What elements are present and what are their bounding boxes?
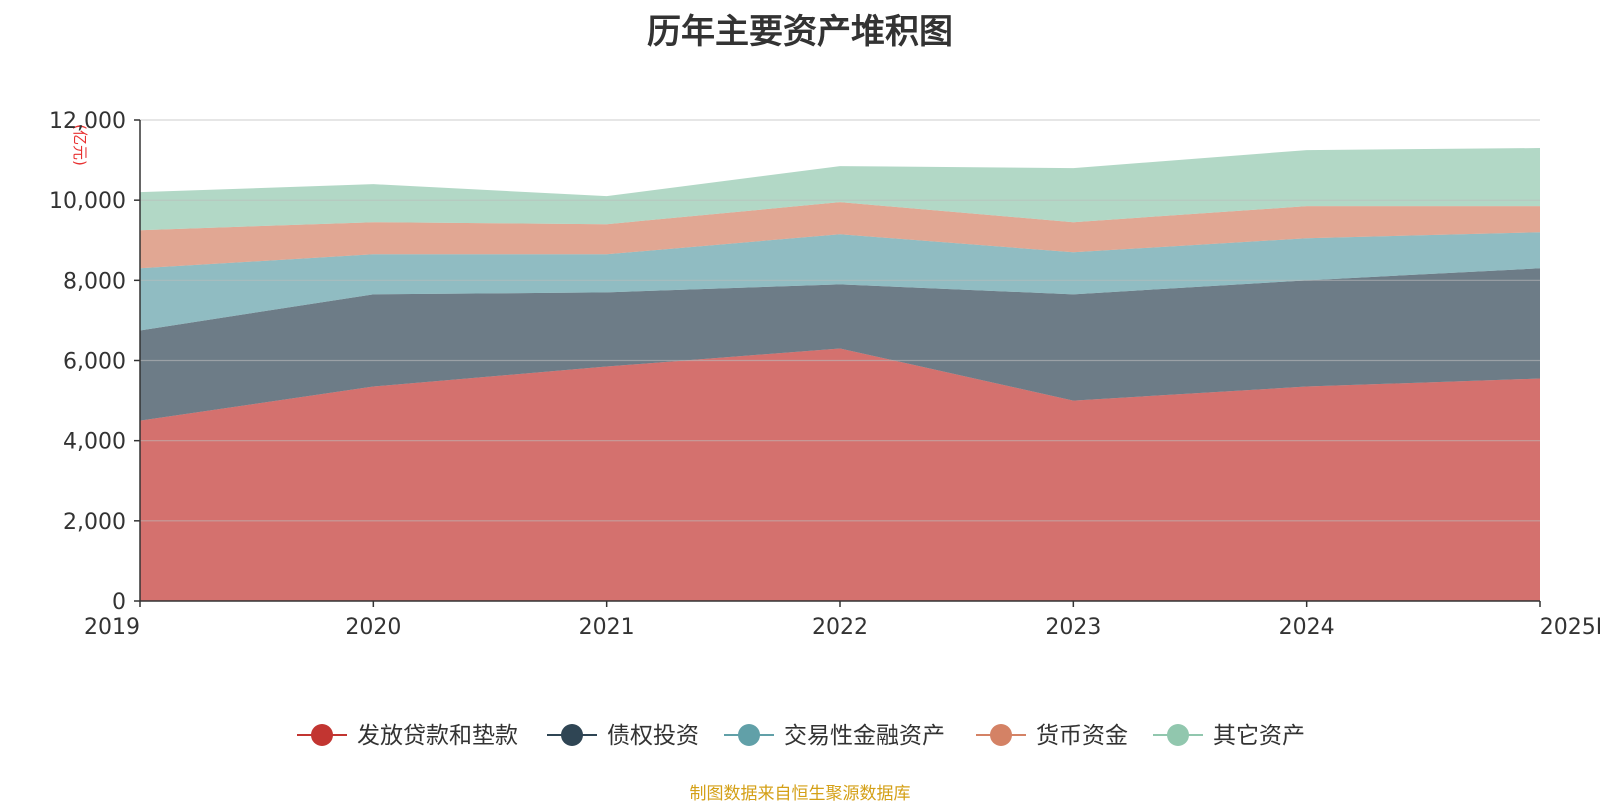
legend-marker <box>561 724 583 746</box>
legend-item[interactable]: 交易性金融资产 <box>724 723 945 749</box>
axes: 0 2,000 4,000 6,000 8,000 10,000 12,000 2019 202… <box>49 109 1600 640</box>
legend-label: 货币资金 <box>1036 723 1128 749</box>
x-tick-label: 2025H1 <box>1540 615 1600 640</box>
area-series-1 <box>140 348 1540 601</box>
legend-label: 债权投资 <box>607 723 699 749</box>
legend-item[interactable]: 货币资金 <box>976 723 1128 749</box>
legend-marker <box>311 724 333 746</box>
legend-item[interactable]: 其它资产 <box>1153 723 1305 749</box>
y-tick-label: 2,000 <box>63 510 126 535</box>
legend-item[interactable]: 债权投资 <box>547 723 699 749</box>
area-series-5 <box>140 148 1540 231</box>
x-tick-label: 2022 <box>812 615 868 640</box>
legend-label: 交易性金融资产 <box>784 723 945 749</box>
area-series-4 <box>140 202 1540 269</box>
y-tick-label: 8,000 <box>63 269 126 294</box>
x-tick-label: 2020 <box>345 615 401 640</box>
x-tick-label: 2019 <box>84 615 140 640</box>
grid-lines <box>140 119 1540 522</box>
legend[interactable]: 发放贷款和垫款 债权投资 交易性金融资产 货币资金 其它资产 <box>297 723 1305 749</box>
y-tick-label: 12,000 <box>49 109 126 134</box>
area-series-3 <box>140 232 1540 331</box>
legend-label: 发放贷款和垫款 <box>357 723 518 749</box>
legend-marker <box>1167 724 1189 746</box>
legend-item[interactable]: 发放贷款和垫款 <box>297 723 518 749</box>
legend-marker <box>738 724 760 746</box>
y-tick-label: 10,000 <box>49 189 126 214</box>
y-tick-label: 4,000 <box>63 430 126 455</box>
chart-title: 历年主要资产堆积图 <box>647 12 953 52</box>
x-tick-label: 2021 <box>579 615 635 640</box>
x-tick-label: 2023 <box>1045 615 1101 640</box>
y-tick-label: 6,000 <box>63 350 126 375</box>
legend-label: 其它资产 <box>1213 723 1305 749</box>
area-series <box>140 148 1540 601</box>
x-tick-label: 2024 <box>1279 615 1335 640</box>
area-series-2 <box>140 268 1540 421</box>
data-source-note: 制图数据来自恒生聚源数据库 <box>689 784 911 804</box>
y-unit-label: (亿元) <box>71 124 89 166</box>
legend-marker <box>990 724 1012 746</box>
y-tick-label: 0 <box>112 590 126 615</box>
